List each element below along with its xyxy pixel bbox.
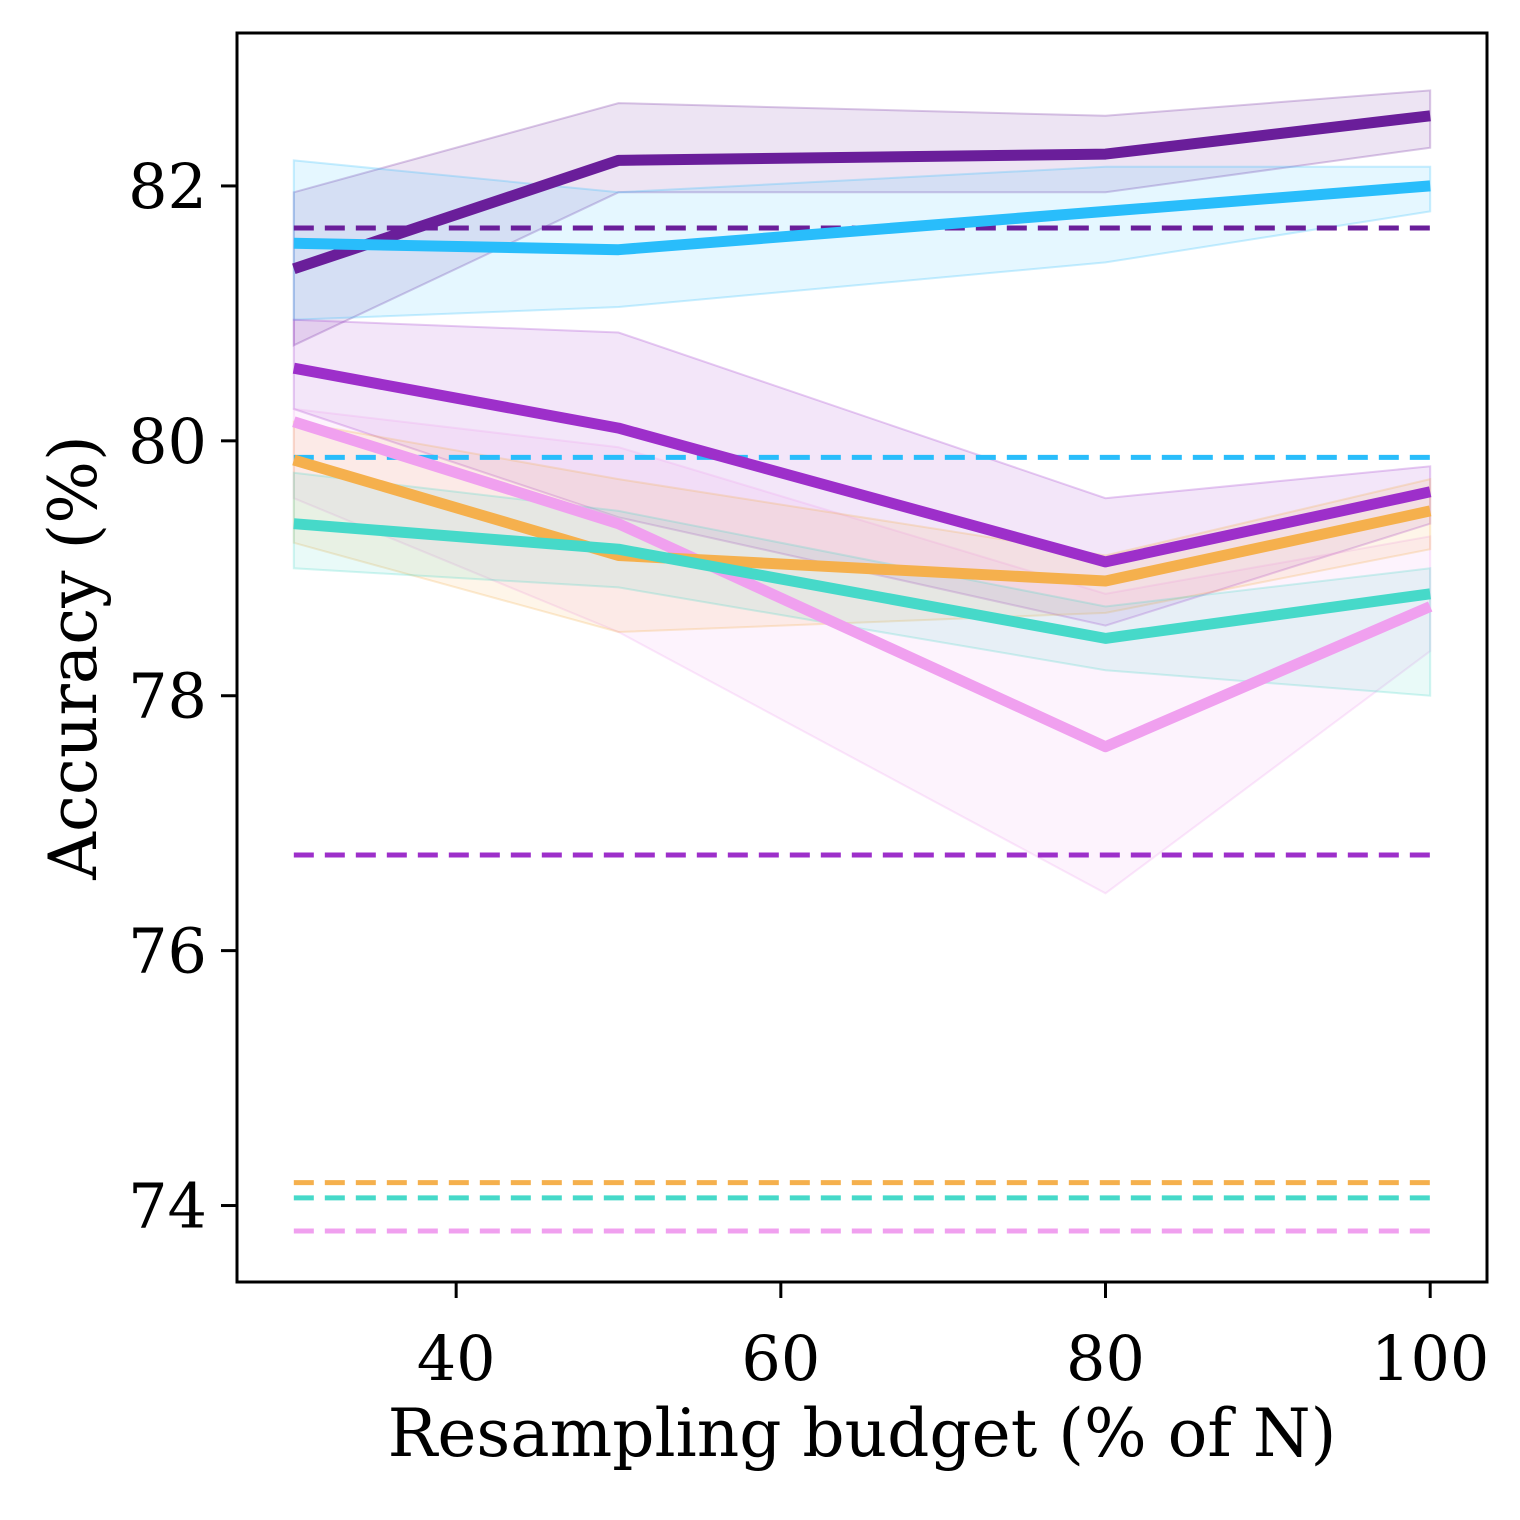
- series-pink-band: [292, 407, 1432, 895]
- series-sky-blue-line: [293, 180, 1431, 256]
- y-tick-label: 74: [128, 1170, 207, 1243]
- series-teal-line: [293, 518, 1431, 644]
- x-tick-label: 80: [1066, 1322, 1145, 1395]
- series-orange-line: [292, 454, 1432, 587]
- series-orange-band: [292, 420, 1432, 634]
- y-axis-ticks: 74 76 78 80 82: [128, 150, 237, 1243]
- y-tick-label: 80: [128, 405, 207, 478]
- series-violet-line: [292, 362, 1432, 568]
- series-pink-line: [292, 416, 1433, 753]
- x-tick-label: 60: [741, 1322, 820, 1395]
- series-dark-purple-line: [292, 110, 1431, 275]
- series-sky-blue-band: [292, 159, 1432, 321]
- series-teal-band: [292, 471, 1432, 697]
- y-tick-label: 82: [128, 150, 207, 223]
- y-tick-label: 78: [128, 660, 207, 733]
- x-tick-label: 40: [417, 1322, 496, 1395]
- y-axis-label: Accuracy (%): [35, 435, 112, 880]
- x-axis-label: Resampling budget (% of N): [388, 1395, 1337, 1472]
- confidence-bands: [292, 89, 1432, 895]
- plot-frame: [235, 31, 1489, 1284]
- series-lines: [292, 110, 1433, 753]
- x-tick-label: 100: [1371, 1322, 1489, 1395]
- x-axis-ticks: 40 60 80 100: [417, 1282, 1489, 1395]
- y-tick-label: 76: [128, 915, 207, 988]
